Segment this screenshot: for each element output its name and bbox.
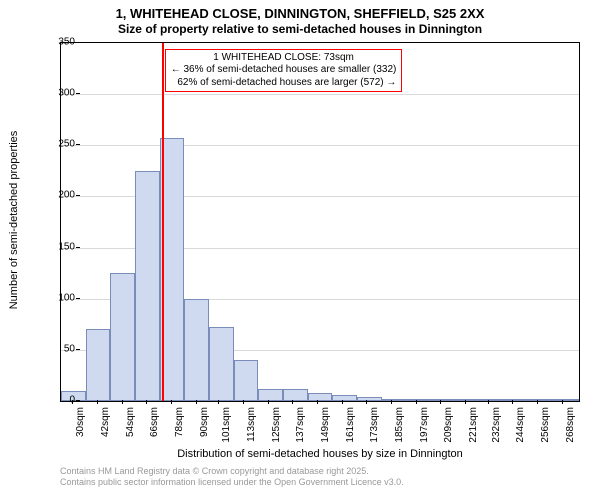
x-tick-mark: [416, 400, 417, 404]
x-tick-mark: [317, 400, 318, 404]
chart-subtitle: Size of property relative to semi-detach…: [0, 22, 600, 36]
x-tick-mark: [171, 400, 172, 404]
histogram-bar: [209, 327, 234, 401]
x-tick-mark: [342, 400, 343, 404]
histogram-bar: [184, 299, 209, 401]
gridline: [61, 94, 579, 95]
y-tick-label: 0: [35, 395, 75, 406]
x-tick-mark: [196, 400, 197, 404]
annotation-box: 1 WHITEHEAD CLOSE: 73sqm← 36% of semi-de…: [165, 49, 403, 93]
y-axis-label: Number of semi-detached properties: [8, 40, 20, 400]
histogram-bar: [135, 171, 160, 401]
credit-text: Contains HM Land Registry data © Crown c…: [60, 466, 404, 488]
histogram-bar: [480, 399, 505, 401]
histogram-bar: [332, 395, 357, 401]
x-tick-mark: [440, 400, 441, 404]
y-tick-label: 200: [35, 190, 75, 201]
y-tick-mark: [76, 298, 80, 299]
plot-area: 1 WHITEHEAD CLOSE: 73sqm← 36% of semi-de…: [60, 42, 580, 402]
x-tick-mark: [122, 400, 123, 404]
y-tick-label: 250: [35, 139, 75, 150]
x-tick-mark: [268, 400, 269, 404]
x-axis-label: Distribution of semi-detached houses by …: [60, 448, 580, 460]
histogram-chart: 1, WHITEHEAD CLOSE, DINNINGTON, SHEFFIEL…: [0, 0, 600, 500]
y-tick-mark: [76, 144, 80, 145]
annotation-line: 62% of semi-detached houses are larger (…: [171, 77, 397, 90]
y-tick-label: 150: [35, 241, 75, 252]
chart-title: 1, WHITEHEAD CLOSE, DINNINGTON, SHEFFIEL…: [0, 0, 600, 22]
histogram-bar: [258, 389, 283, 401]
histogram-bar: [505, 399, 530, 401]
histogram-bar: [86, 329, 111, 401]
y-tick-mark: [76, 247, 80, 248]
y-tick-label: 100: [35, 292, 75, 303]
annotation-line: 1 WHITEHEAD CLOSE: 73sqm: [171, 52, 397, 65]
x-tick-mark: [146, 400, 147, 404]
x-tick-mark: [366, 400, 367, 404]
histogram-bar: [554, 399, 579, 401]
y-tick-mark: [76, 195, 80, 196]
histogram-bar: [234, 360, 259, 401]
x-tick-mark: [243, 400, 244, 404]
x-tick-mark: [512, 400, 513, 404]
credit-line-1: Contains HM Land Registry data © Crown c…: [60, 466, 404, 477]
histogram-bar: [308, 393, 333, 401]
histogram-bar: [357, 397, 382, 401]
y-tick-label: 50: [35, 343, 75, 354]
histogram-bar: [110, 273, 135, 401]
reference-line: [162, 43, 164, 401]
y-tick-mark: [76, 42, 80, 43]
histogram-bar: [530, 399, 555, 401]
credit-line-2: Contains public sector information licen…: [60, 477, 404, 488]
x-tick-mark: [292, 400, 293, 404]
y-tick-mark: [76, 349, 80, 350]
histogram-bar: [406, 399, 431, 401]
x-tick-mark: [72, 400, 73, 404]
y-tick-label: 350: [35, 37, 75, 48]
x-tick-mark: [562, 400, 563, 404]
histogram-bar: [456, 399, 481, 401]
histogram-bar: [283, 389, 308, 401]
gridline: [61, 145, 579, 146]
histogram-bar: [431, 399, 456, 401]
x-tick-mark: [537, 400, 538, 404]
x-tick-mark: [218, 400, 219, 404]
y-tick-mark: [76, 93, 80, 94]
x-tick-mark: [488, 400, 489, 404]
y-tick-mark: [76, 400, 80, 401]
x-tick-mark: [97, 400, 98, 404]
x-tick-mark: [465, 400, 466, 404]
annotation-line: ← 36% of semi-detached houses are smalle…: [171, 64, 397, 77]
histogram-bar: [382, 399, 407, 401]
y-tick-label: 300: [35, 88, 75, 99]
x-tick-mark: [391, 400, 392, 404]
